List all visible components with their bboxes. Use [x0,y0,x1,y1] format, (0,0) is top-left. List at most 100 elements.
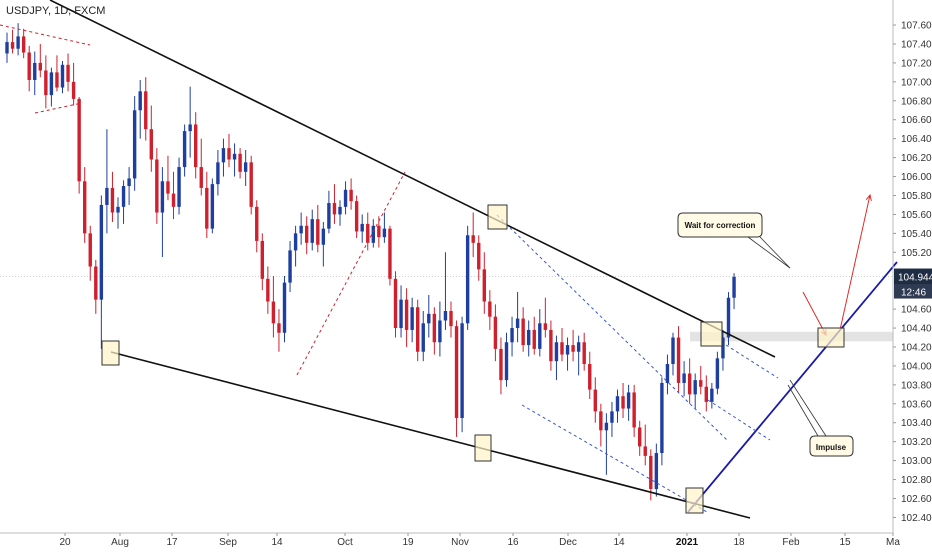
candle-body [527,329,531,346]
candle-body [615,396,620,412]
candle-body [44,70,48,96]
candle-body [160,181,165,213]
wait-callout-pointer-a [747,236,791,269]
candle-body [610,411,614,423]
price-tick-label: 105.800 [901,191,932,202]
candle-body [55,72,59,88]
candle-body [582,342,586,365]
candle-body [632,392,636,428]
candle-body [560,342,564,355]
marker-box-jan-low [685,487,704,514]
wait-callout-box [677,212,763,238]
candle-body [299,225,303,234]
candle-body [249,162,253,207]
candle-body [710,388,714,402]
time-tick-label: 2021 [676,537,699,548]
candle-body [676,337,681,383]
candle-body [188,124,192,132]
price-tick-label: 103.600 [901,399,932,410]
candle-body [199,167,203,188]
impulse-callout-box [809,435,854,457]
candle-body [521,318,525,346]
price-tick-label: 105.200 [901,248,932,259]
price-tick-label: 103.800 [901,380,932,391]
candle-body [360,223,364,232]
candle-body [77,98,81,182]
marker-box-target [817,327,845,348]
candle-body [671,337,675,365]
wait-callout-pointer-b [759,236,791,269]
price-tick-label: 102.800 [901,475,932,486]
candle-body [116,206,120,213]
marker-box-nov-low [474,434,492,462]
candle-body [715,358,720,389]
candle-body [38,62,42,71]
candle-body [205,187,209,229]
candle-body [393,278,398,329]
candle-body [454,326,459,419]
time-tick-label: Oct [337,537,353,548]
candle-body [182,131,187,168]
marker-box-jan-high [700,321,723,347]
impulse-callout: Impulse [787,379,854,457]
candle-body [543,323,548,330]
price-tick-label: 107.000 [901,77,932,88]
candle-body [538,323,542,349]
candle-body [338,206,342,215]
price-tick-label: 106.800 [901,96,932,107]
candle-body [105,187,109,205]
last-price-label: 104.944 [898,273,932,284]
price-tick-label: 103.400 [901,418,932,429]
candle-body [488,301,492,317]
time-tick-label: 19 [402,537,414,548]
candle-body [449,311,453,327]
candle-body [621,396,625,409]
impulse-callout-pointer-a [787,384,819,437]
candle-body [499,348,503,381]
price-tick-label: 107.600 [901,21,932,32]
drawings-layer: Wait for correction Impulse [0,0,898,519]
candle-body [316,219,320,245]
candle-body [177,167,181,207]
impulse-callout-label: Impulse [816,443,847,452]
candle-body [121,186,126,207]
candle-body [410,307,414,330]
time-tick-label: 14 [271,537,283,548]
candle-body [327,203,331,229]
candle-body [432,313,437,343]
channel-lower [521,404,708,513]
red-dash-bottom [34,102,83,114]
flag-upper [725,344,779,379]
candle-body [288,250,292,283]
candle-body [293,233,298,251]
red-dash-top [0,24,91,46]
candle-body [66,64,70,82]
candle-body [243,162,248,172]
wait-for-correction-callout: Wait for correction [677,212,791,269]
candle-body [238,153,242,172]
price-tick-label: 107.400 [901,39,932,50]
candle-body [83,181,87,234]
candle-body [654,453,659,490]
price-tick-label: 105.400 [901,229,932,240]
candle-body [732,276,736,298]
candle-body [471,235,475,243]
candle-body [16,36,20,49]
candle-body [493,316,498,349]
candle-body [643,446,647,456]
candle-body [504,342,509,381]
candle-body [132,110,137,179]
candle-body [477,242,481,270]
time-tick-label: Nov [451,537,469,548]
price-tick-label: 106.600 [901,115,932,126]
candle-body [305,225,309,243]
red-dash-rise [296,171,406,376]
time-tick-label: 18 [733,537,745,548]
candle-body [210,184,215,229]
symbol-label[interactable]: USDJPY, 1D, FXCM [6,5,106,17]
candle-body [571,345,575,352]
impulse-callout-pointer-b [789,379,827,437]
